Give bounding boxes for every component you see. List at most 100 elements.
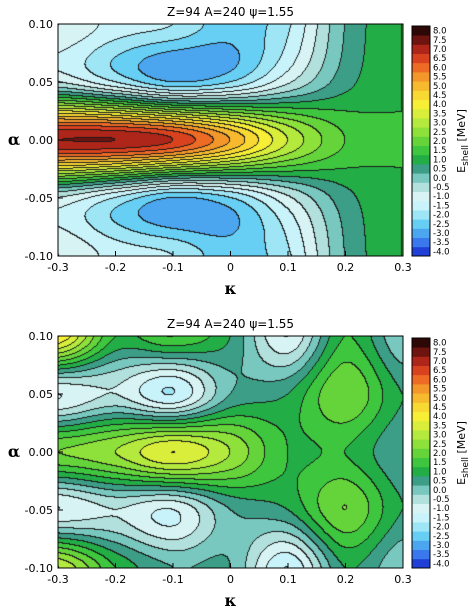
colorbar-segment xyxy=(412,540,430,550)
colorbar-segment xyxy=(412,81,430,91)
x-axis-label: κ xyxy=(225,591,237,610)
colorbar-segment xyxy=(412,182,430,192)
x-tick-label: 0.3 xyxy=(394,573,412,586)
y-tick-label: 0.10 xyxy=(29,330,54,343)
colorbar-frame xyxy=(411,337,431,569)
x-tick-label: 0.1 xyxy=(279,573,297,586)
colorbar-segment xyxy=(412,219,430,229)
x-tick-label: 0.2 xyxy=(337,261,355,274)
chart-title: Z=94 A=240 ψ=1.55 xyxy=(167,317,294,331)
y-tick-label: 0.00 xyxy=(29,134,54,147)
colorbar-segment xyxy=(412,108,430,119)
x-tick-label: -0.1 xyxy=(162,573,183,586)
x-tick-label: -0.2 xyxy=(105,261,126,274)
colorbar-label: Eshell [MeV] xyxy=(455,109,471,173)
colorbar-tick-label: -1.0 xyxy=(433,504,450,514)
colorbar-segment xyxy=(412,154,430,165)
colorbar-tick-label: 0.5 xyxy=(433,477,447,487)
colorbar-tick-label: 3.0 xyxy=(433,119,447,129)
colorbar-segment xyxy=(412,420,430,431)
colorbar-segment xyxy=(412,374,430,385)
colorbar-tick-label: 0.0 xyxy=(433,174,447,184)
colorbar-segment xyxy=(412,90,430,100)
y-tick-label: 0.05 xyxy=(29,388,54,401)
colorbar-segment xyxy=(412,402,430,412)
x-tick-label: -0.3 xyxy=(47,573,68,586)
colorbar-segment xyxy=(412,210,430,220)
colorbar-segment xyxy=(412,173,430,183)
y-tick-label: 0.00 xyxy=(29,446,54,459)
colorbar-tick-label: 0.0 xyxy=(433,486,447,496)
colorbar-segment xyxy=(412,430,430,440)
colorbar-segment xyxy=(412,384,430,394)
colorbar-tick-label: 7.0 xyxy=(433,357,447,367)
colorbar-tick-label: -4.0 xyxy=(433,247,450,257)
colorbar-tick-label: 5.5 xyxy=(433,385,447,395)
y-tick-label: 0.05 xyxy=(29,76,54,89)
x-tick-label: 0 xyxy=(227,261,234,274)
colorbar-segment xyxy=(412,237,430,248)
colorbar-segment xyxy=(412,393,430,403)
colorbar-segment xyxy=(412,347,430,357)
colorbar-tick-label: 0.5 xyxy=(433,165,447,175)
colorbar-tick-label: 4.0 xyxy=(433,412,447,422)
colorbar-tick-label: 8.0 xyxy=(433,339,447,349)
x-tick-label: 0 xyxy=(227,573,234,586)
colorbar-segment xyxy=(412,494,430,504)
colorbar-segment xyxy=(412,246,430,257)
colorbar-tick-label: -3.0 xyxy=(433,229,450,239)
colorbar-segment xyxy=(412,485,430,495)
colorbar-tick-label: -1.5 xyxy=(433,201,450,211)
colorbar-frame xyxy=(411,25,431,257)
colorbar-tick-label: 7.5 xyxy=(433,36,447,46)
colorbar-tick-label: -0.5 xyxy=(433,495,450,505)
colorbar-segment xyxy=(412,512,430,523)
colorbar-tick-label: 3.5 xyxy=(433,109,447,119)
colorbar-segment xyxy=(412,365,430,376)
colorbar-segment xyxy=(412,136,430,146)
colorbar-tick-label: 2.0 xyxy=(433,449,447,459)
colorbar-segment xyxy=(412,476,430,486)
colorbar-segment xyxy=(412,35,430,45)
x-tick-label: 0.3 xyxy=(394,261,412,274)
colorbar-tick-label: 7.5 xyxy=(433,348,447,358)
colorbar-tick-label: 2.0 xyxy=(433,137,447,147)
colorbar-tick-label: 8.0 xyxy=(433,27,447,37)
colorbar-tick-label: -3.5 xyxy=(433,238,450,248)
x-tick-label: -0.1 xyxy=(162,261,183,274)
colorbar-tick-label: 6.5 xyxy=(433,54,447,64)
x-tick-label: 0.1 xyxy=(279,261,297,274)
colorbar-segment xyxy=(412,99,430,110)
colorbar-segment xyxy=(412,26,430,36)
colorbar-tick-label: -1.5 xyxy=(433,513,450,523)
x-tick-label: -0.3 xyxy=(47,261,68,274)
colorbar-segment xyxy=(412,503,430,514)
colorbar-tick-label: -0.5 xyxy=(433,183,450,193)
y-tick-label: -0.05 xyxy=(25,504,53,517)
colorbar-label: Eshell [MeV] xyxy=(455,421,471,485)
colorbar-segment xyxy=(412,200,430,211)
y-tick-label: -0.10 xyxy=(25,562,53,575)
colorbar-segment xyxy=(412,191,430,202)
colorbar-segment xyxy=(412,466,430,477)
colorbar-segment xyxy=(412,522,430,532)
colorbar-segment xyxy=(412,62,430,73)
colorbar-tick-label: 5.0 xyxy=(433,82,447,92)
x-axis-label: κ xyxy=(225,279,237,298)
colorbar-segment xyxy=(412,439,430,449)
colorbar-tick-label: 5.0 xyxy=(433,394,447,404)
colorbar-segment xyxy=(412,457,430,468)
colorbar-tick-label: 1.0 xyxy=(433,155,447,165)
colorbar-tick-label: 6.0 xyxy=(433,375,447,385)
colorbar-segment xyxy=(412,145,430,156)
colorbar-tick-label: 7.0 xyxy=(433,45,447,55)
colorbar-tick-label: 2.5 xyxy=(433,128,447,138)
colorbar-tick-label: -4.0 xyxy=(433,559,450,569)
colorbar-segment xyxy=(412,549,430,560)
chart-svg: Z=94 A=240 ψ=1.55 -0.3 -0.2 -0.1 0 0.1 0.2 0.3 0… xyxy=(8,5,471,298)
shell-energy-map-bottom: Z=94 A=240 ψ=1.55 -0.3 -0.2 -0.1 0 0.1 0.2 0.3 0… xyxy=(0,312,474,612)
colorbar-segment xyxy=(412,228,430,238)
y-axis-label: α xyxy=(8,130,20,149)
chart-title: Z=94 A=240 ψ=1.55 xyxy=(167,5,294,19)
contour-field xyxy=(58,24,403,256)
